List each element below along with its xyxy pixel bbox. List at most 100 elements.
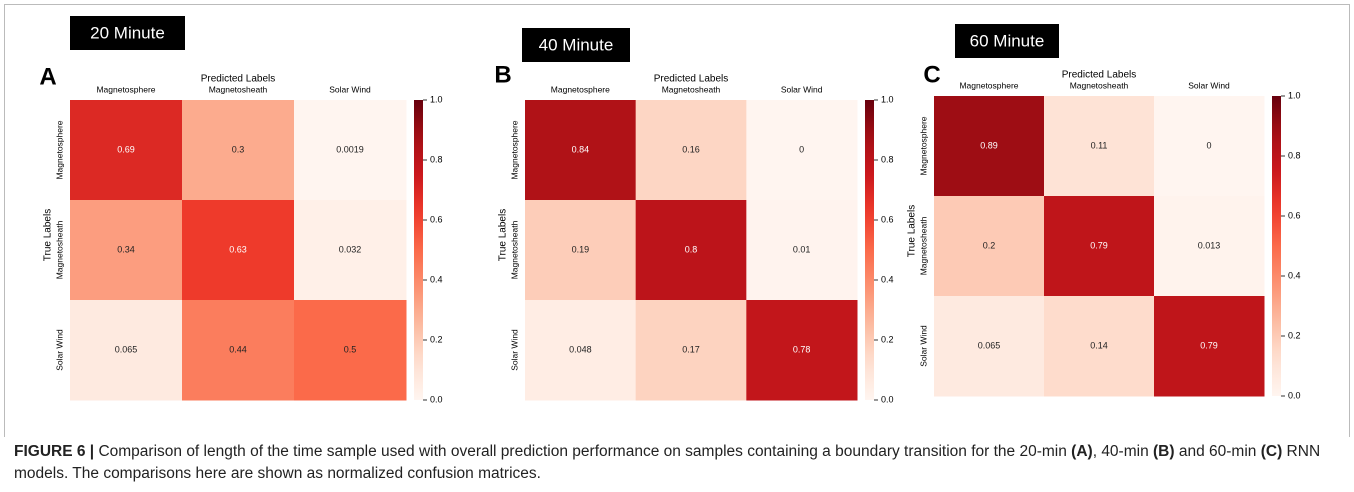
cell-label: 0.013 <box>1198 240 1221 250</box>
figure-frame <box>4 4 1350 437</box>
colorbar-tick-label: 0.0 <box>881 394 894 404</box>
colorbar-tick-label: 1.0 <box>1288 90 1301 100</box>
x-tick-label: Magnetosphere <box>551 84 610 94</box>
colorbar <box>414 100 423 400</box>
heatmap-cell <box>525 100 637 201</box>
caption-label: FIGURE 6 | <box>14 443 95 460</box>
colorbar-tick-label: 0.2 <box>1288 330 1301 340</box>
cell-label: 0.14 <box>1090 340 1108 350</box>
colorbar-tick-label: 0.2 <box>881 334 894 344</box>
cell-label: 0.8 <box>685 244 698 254</box>
y-axis-label: True Labels <box>498 209 509 261</box>
cell-label: 0.17 <box>682 344 700 354</box>
heatmap-cell <box>182 100 295 201</box>
x-tick-label: Solar Wind <box>781 84 823 94</box>
y-tick-label: Magnetosphere <box>509 120 519 179</box>
heatmap-cell <box>294 100 407 201</box>
panel: 60 Minute C Predicted Labels Magnetosphere M… <box>907 24 1301 400</box>
cell-label: 0.065 <box>978 340 1001 350</box>
cell-label: 0 <box>1206 140 1211 150</box>
heatmap-cell <box>70 200 183 301</box>
panel: 20 Minute A Predicted Labels Magnetosphere M… <box>39 16 443 404</box>
cell-label: 0.89 <box>980 140 998 150</box>
y-tick-label: Magnetosphere <box>54 120 64 179</box>
caption-text: , 40-min <box>1092 443 1154 460</box>
cell-label: 0.69 <box>117 144 135 154</box>
heatmap-cell <box>635 200 747 301</box>
x-tick-label: Solar Wind <box>329 84 371 94</box>
caption: FIGURE 6 | Comparison of length of the t… <box>14 441 1334 485</box>
colorbar-tick-label: 0.0 <box>430 394 443 404</box>
cell-label: 0.065 <box>115 344 138 354</box>
colorbar <box>1272 96 1281 396</box>
y-tick-label: Magnetosphere <box>918 116 928 175</box>
cell-label: 0.01 <box>793 244 811 254</box>
heatmap-cell <box>1154 96 1265 197</box>
x-tick-label: Magnetosphere <box>959 80 1018 90</box>
cell-label: 0.84 <box>572 144 590 154</box>
colorbar-tick-label: 0.4 <box>430 274 443 284</box>
panel-title: 40 Minute <box>539 35 614 54</box>
heatmap-cell <box>934 196 1045 297</box>
cell-label: 0 <box>799 144 804 154</box>
cell-label: 0.0019 <box>336 144 364 154</box>
heatmap-cell <box>294 200 407 301</box>
heatmap-cell <box>525 200 637 301</box>
heatmap-cell <box>934 296 1045 397</box>
x-tick-label: Magnetosheath <box>209 84 268 94</box>
colorbar-tick-label: 0.6 <box>881 214 894 224</box>
heatmap-cell <box>1044 296 1155 397</box>
title-box <box>955 24 1059 58</box>
panel-title: 60 Minute <box>970 31 1045 50</box>
y-tick-label: Magnetosheath <box>918 216 928 275</box>
heatmap-cell <box>934 96 1045 197</box>
colorbar-tick-label: 0.4 <box>881 274 894 284</box>
colorbar-tick-label: 1.0 <box>881 94 894 104</box>
cell-label: 0.3 <box>232 144 245 154</box>
colorbar <box>865 100 874 400</box>
heatmap-cell <box>70 100 183 201</box>
panel-title: 20 Minute <box>90 23 165 42</box>
colorbar-tick-label: 1.0 <box>430 94 443 104</box>
y-tick-label: Solar Wind <box>918 325 928 367</box>
x-tick-label: Magnetosheath <box>662 84 721 94</box>
cell-label: 0.78 <box>793 344 811 354</box>
caption-ref: (B) <box>1153 443 1175 460</box>
y-tick-label: Solar Wind <box>509 329 519 371</box>
x-tick-label: Magnetosheath <box>1070 80 1129 90</box>
panel-label: C <box>923 61 940 88</box>
heatmap-cell <box>70 300 183 401</box>
heatmap-cell <box>294 300 407 401</box>
title-box <box>522 28 630 62</box>
heatmap-cell <box>746 300 858 401</box>
cell-label: 0.2 <box>983 240 996 250</box>
x-axis-label: Predicted Labels <box>201 74 276 85</box>
cell-label: 0.5 <box>344 344 357 354</box>
heatmap-cell <box>1044 96 1155 197</box>
panel-label: A <box>39 63 56 90</box>
x-tick-label: Solar Wind <box>1188 80 1230 90</box>
caption-text: and 60-min <box>1174 443 1261 460</box>
y-tick-label: Solar Wind <box>54 329 64 371</box>
x-tick-label: Magnetosphere <box>96 84 155 94</box>
x-axis-label: Predicted Labels <box>1062 70 1137 81</box>
heatmap-cell <box>635 300 747 401</box>
heatmap-cell <box>746 100 858 201</box>
panel: 40 Minute B Predicted Labels Magnetosphere M… <box>494 28 894 404</box>
heatmap-cell <box>635 100 747 201</box>
title-box <box>70 16 185 50</box>
colorbar-tick-label: 0.6 <box>1288 210 1301 220</box>
cell-label: 0.11 <box>1091 140 1108 150</box>
heatmap-cell <box>1044 196 1155 297</box>
figure: 20 Minute A Predicted Labels Magnetosphere M… <box>39 16 1301 404</box>
cell-label: 0.34 <box>117 244 135 254</box>
colorbar-tick-label: 0.8 <box>430 154 443 164</box>
heatmap-cell <box>746 200 858 301</box>
colorbar-tick-label: 0.0 <box>1288 390 1301 400</box>
heatmap-cell <box>1154 196 1265 297</box>
panel-label: B <box>494 61 511 88</box>
colorbar-tick-label: 0.4 <box>1288 270 1301 280</box>
y-tick-label: Magnetosheath <box>54 220 64 279</box>
heatmap-cell <box>1154 296 1265 397</box>
